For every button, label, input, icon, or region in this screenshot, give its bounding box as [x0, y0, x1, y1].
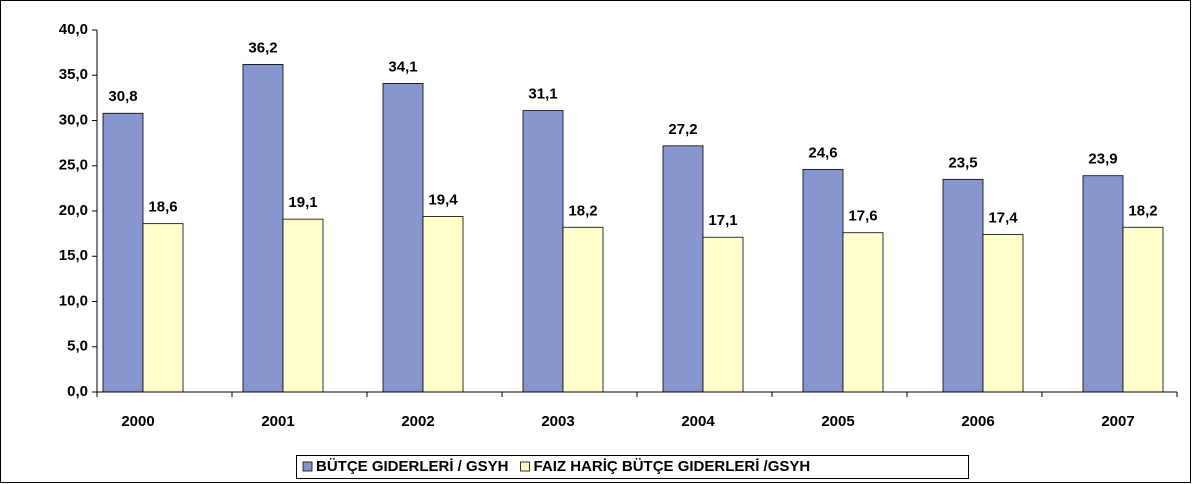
data-label: 23,9 — [1088, 151, 1117, 168]
data-label: 17,6 — [848, 208, 877, 225]
data-label: 36,2 — [248, 39, 277, 56]
bar — [242, 63, 284, 393]
y-tick-label: 5,0 — [67, 338, 88, 355]
bar — [102, 112, 144, 393]
x-tick-label: 2001 — [261, 413, 294, 430]
legend-label: BÜTÇE GIDERLERİ / GSYH — [316, 458, 509, 475]
bar — [142, 223, 184, 393]
y-tick-label: 25,0 — [59, 157, 88, 174]
bar — [982, 234, 1024, 393]
y-tick-label: 35,0 — [59, 66, 88, 83]
x-tick-label: 2004 — [681, 413, 715, 430]
data-label: 19,4 — [428, 191, 458, 208]
y-tick-label: 40,0 — [59, 21, 88, 38]
bar — [282, 218, 324, 393]
legend-label: FAIZ HARİÇ BÜTÇE GIDERLERİ /GSYH — [534, 458, 811, 475]
data-label: 24,6 — [808, 144, 837, 161]
legend-swatch — [302, 461, 313, 472]
y-tick-label: 10,0 — [59, 292, 88, 309]
data-label: 17,4 — [988, 209, 1018, 226]
data-label: 27,2 — [668, 121, 697, 138]
bar — [662, 145, 704, 393]
data-label: 23,5 — [948, 154, 977, 171]
data-label: 31,1 — [528, 86, 557, 103]
bar — [702, 236, 744, 393]
x-tick-label: 2005 — [821, 413, 854, 430]
data-label: 19,1 — [288, 194, 317, 211]
bar — [942, 178, 984, 393]
bar — [382, 82, 424, 393]
bar — [1082, 175, 1124, 393]
x-tick-label: 2006 — [961, 413, 994, 430]
y-tick-label: 0,0 — [67, 383, 88, 400]
y-tick-label: 15,0 — [59, 247, 88, 264]
x-tick-label: 2000 — [121, 413, 154, 430]
x-tick-label: 2007 — [1101, 413, 1134, 430]
bar — [1122, 226, 1164, 393]
data-label: 30,8 — [108, 88, 137, 105]
x-tick-label: 2002 — [401, 413, 434, 430]
bar — [802, 168, 844, 393]
bar — [522, 110, 564, 393]
x-tick-label: 2003 — [541, 413, 574, 430]
data-label: 17,1 — [708, 212, 737, 229]
bar — [562, 226, 604, 393]
data-label: 18,2 — [568, 202, 597, 219]
data-label: 18,2 — [1128, 202, 1157, 219]
data-label: 34,1 — [388, 58, 417, 75]
legend-swatch — [520, 461, 530, 472]
y-tick-label: 20,0 — [59, 202, 88, 219]
bar — [842, 232, 884, 393]
bar — [422, 216, 464, 393]
legend-box — [296, 455, 969, 479]
data-label: 18,6 — [148, 199, 177, 216]
y-tick-label: 30,0 — [59, 111, 88, 128]
